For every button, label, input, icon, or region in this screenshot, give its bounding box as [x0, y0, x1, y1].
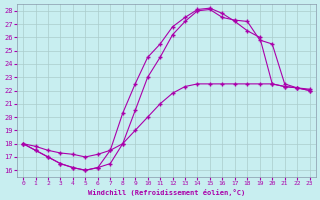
- X-axis label: Windchill (Refroidissement éolien,°C): Windchill (Refroidissement éolien,°C): [88, 189, 245, 196]
